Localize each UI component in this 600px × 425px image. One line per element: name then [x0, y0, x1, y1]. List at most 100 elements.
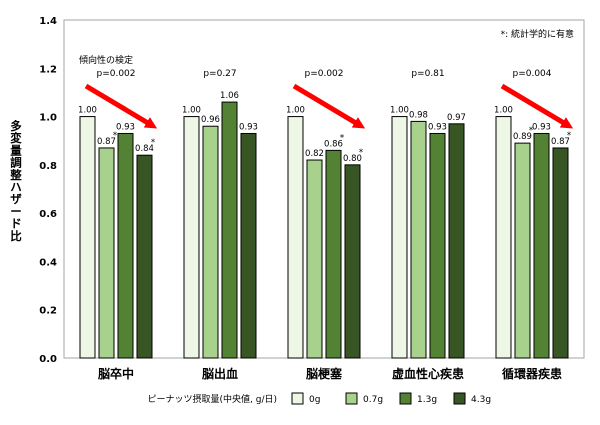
bar — [495, 116, 512, 359]
y-axis-label-char: 量 — [10, 143, 22, 157]
significance-star: * — [151, 138, 155, 148]
category-label: 脳梗塞 — [306, 366, 343, 381]
y-tick-label: 0.8 — [39, 161, 57, 172]
significance-note: *: 統計学的に有意 — [501, 28, 574, 40]
bar — [221, 101, 238, 359]
p-value-label: p=0.81 — [411, 69, 444, 79]
y-axis-label-char: 比 — [10, 229, 22, 243]
bar — [306, 159, 323, 359]
y-tick-label: 0.4 — [39, 257, 57, 268]
significance-star: * — [340, 133, 344, 143]
y-tick-label: 0.0 — [39, 354, 57, 365]
legend: 0g 0.7g 1.3g 4.3g — [291, 392, 491, 405]
bars — [79, 101, 569, 359]
bar-value-label: 0.89 — [513, 132, 532, 142]
bar-value-label: 0.93 — [116, 122, 135, 132]
y-axis-label-char: 調 — [10, 156, 22, 170]
y-axis-label-char: ド — [10, 217, 22, 231]
bar-value-label: 1.06 — [220, 91, 239, 101]
bar-value-label: 1.00 — [286, 106, 305, 116]
category-label: 脳出血 — [202, 366, 238, 381]
y-tick-label: 1.4 — [39, 16, 57, 27]
bar-value-label: 0.93 — [428, 122, 447, 132]
bar-value-label: 0.98 — [409, 110, 428, 120]
bar — [552, 147, 569, 359]
category-label: 脳卒中 — [98, 366, 134, 381]
bar — [429, 132, 446, 359]
p-value-label: p=0.27 — [203, 69, 236, 79]
bar — [325, 149, 342, 359]
bar — [514, 142, 531, 359]
bar-value-label: 0.84 — [135, 144, 154, 154]
y-tick-label: 0.2 — [39, 306, 57, 317]
trend-arrow — [292, 83, 366, 129]
bar-value-label: 0.96 — [201, 115, 220, 125]
trend-arrow — [500, 83, 574, 129]
y-tick-label: 1.0 — [39, 113, 57, 124]
bar-value-label: 1.00 — [78, 106, 97, 116]
y-tick-label: 1.2 — [39, 64, 57, 75]
category-label: 循環器疾患 — [502, 366, 562, 381]
category-label: 虚血性心疾患 — [392, 366, 464, 381]
significance-star: * — [567, 131, 571, 141]
legend-title: ピーナッツ摂取量(中央値, g/日) — [148, 393, 278, 405]
legend-swatch — [453, 392, 466, 405]
trend-test-label: 傾向性の検定 — [79, 54, 133, 66]
bar — [448, 123, 465, 359]
bar — [287, 116, 304, 359]
legend-entry: 0.7g — [363, 395, 383, 405]
bar — [410, 120, 427, 359]
p-value-label: p=0.004 — [512, 69, 551, 79]
y-axis-label-char: ハ — [10, 180, 22, 194]
bar-value-label: 0.87 — [551, 137, 570, 147]
bar-value-label: 1.00 — [390, 106, 409, 116]
legend-swatch — [399, 392, 412, 405]
value-labels: 1.000.870.930.841.000.961.060.931.000.82… — [78, 91, 570, 164]
bar-value-label: 0.86 — [324, 139, 343, 149]
significance-star: * — [359, 148, 363, 158]
bar — [533, 132, 550, 359]
significance-markers: * * * * * * — [113, 126, 571, 158]
legend-swatch — [345, 392, 358, 405]
bar-value-label: 1.00 — [182, 106, 201, 116]
p-value-label: p=0.002 — [304, 69, 343, 79]
bar — [136, 154, 153, 359]
trend-arrow — [84, 83, 158, 129]
category-labels: 脳卒中 脳出血 脳梗塞 虚血性心疾患 循環器疾患 — [98, 366, 562, 381]
bar-value-label: 0.93 — [239, 122, 258, 132]
bar — [240, 132, 257, 359]
bar — [79, 116, 96, 359]
y-tick-label: 0.6 — [39, 209, 57, 220]
legend-entry: 1.3g — [417, 395, 437, 405]
y-axis-label-char: 整 — [9, 168, 22, 182]
bar — [98, 147, 115, 359]
legend-entry: 0g — [309, 395, 320, 405]
y-axis-label-char: ザ — [10, 192, 22, 206]
legend-entry: 4.3g — [471, 395, 491, 405]
p-value-label: p=0.002 — [96, 69, 135, 79]
y-axis-label-char: 変 — [10, 131, 22, 145]
plot-frame — [63, 19, 585, 359]
bar-value-label: 0.82 — [305, 149, 324, 159]
legend-swatch — [291, 392, 304, 405]
bar — [391, 116, 408, 359]
bar-value-label: 0.97 — [447, 113, 466, 123]
significance-star: * — [113, 131, 117, 141]
bar-value-label: 0.93 — [532, 122, 551, 132]
y-axis-label-char: 多 — [10, 119, 22, 133]
bar-value-label: 0.80 — [343, 154, 362, 164]
y-axis-label-char: ー — [10, 204, 22, 218]
bar — [344, 164, 361, 359]
bar — [202, 125, 219, 359]
bar-value-label: 1.00 — [494, 106, 513, 116]
p-values: p=0.002 p=0.27 p=0.002 p=0.81 p=0.004 — [96, 69, 551, 79]
trend-arrows — [84, 83, 574, 129]
y-ticks: 0.0 0.2 0.4 0.6 0.8 1.0 1.2 1.4 — [39, 16, 57, 365]
bar — [117, 132, 134, 359]
significance-star: * — [529, 126, 533, 136]
bar-value-label: 0.87 — [97, 137, 116, 147]
bar — [183, 116, 200, 359]
